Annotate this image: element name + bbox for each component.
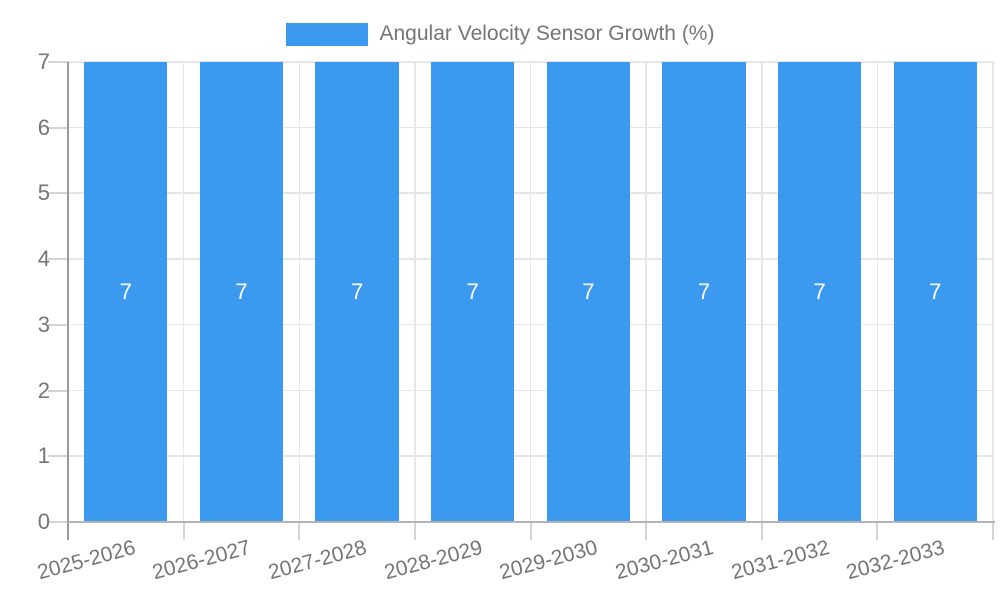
x-gridline: [414, 62, 416, 522]
x-axis-tick: [760, 522, 763, 540]
y-axis-tick-label: 1: [37, 443, 50, 469]
y-axis-line: [67, 62, 69, 540]
bar[interactable]: [199, 62, 284, 522]
x-gridline: [876, 62, 879, 522]
bar[interactable]: [315, 62, 399, 522]
legend-label: Angular Velocity Sensor Growth (%): [379, 22, 715, 45]
y-axis-tick-label: 3: [37, 311, 50, 337]
y-axis-tick-label: 6: [37, 114, 50, 140]
x-axis-tick: [413, 522, 416, 540]
bar-value-label: 7: [929, 279, 942, 304]
legend-swatch-icon: [285, 22, 368, 46]
x-gridline: [529, 62, 532, 522]
bar[interactable]: [546, 62, 630, 522]
bar-value-label: 7: [119, 279, 132, 304]
y-axis-tick-label: 0: [37, 509, 50, 534]
x-axis-tick: [182, 522, 185, 540]
y-axis-tick: [48, 192, 68, 195]
x-gridline: [992, 62, 994, 522]
y-axis-tick: [48, 323, 68, 326]
y-axis-tick-label: 5: [37, 180, 50, 206]
y-axis-tick: [48, 61, 68, 63]
y-axis-tick-label: 7: [37, 49, 50, 74]
legend[interactable]: Angular Velocity Sensor Growth (%): [0, 22, 1000, 46]
x-axis-tick: [298, 522, 301, 540]
y-axis-tick: [48, 126, 68, 129]
y-axis-tick: [48, 521, 68, 523]
bar-value-label: 7: [582, 279, 595, 304]
bar[interactable]: [84, 62, 168, 522]
x-axis-line: [68, 521, 995, 523]
x-gridline: [298, 62, 300, 522]
x-axis-tick: [992, 522, 994, 540]
bar-value-label: 7: [466, 279, 479, 304]
y-axis-tick-label: 2: [37, 377, 50, 403]
bar[interactable]: [777, 62, 862, 522]
bar-value-label: 7: [350, 279, 364, 304]
x-gridline: [645, 62, 647, 522]
bar[interactable]: [431, 62, 515, 522]
x-axis-tick: [645, 522, 648, 540]
x-axis-tick: [529, 522, 532, 540]
y-axis-tick: [48, 389, 68, 392]
x-gridline: [761, 62, 763, 522]
bar-value-label: 7: [235, 279, 248, 304]
bar[interactable]: [893, 62, 977, 522]
bar[interactable]: [662, 62, 746, 522]
bar-value-label: 7: [697, 279, 711, 304]
y-axis-tick: [48, 258, 68, 261]
y-axis-tick-label: 4: [37, 246, 50, 272]
y-gridline: [68, 61, 993, 63]
y-axis-tick: [48, 455, 68, 458]
x-axis-tick: [876, 522, 879, 540]
bar-value-label: 7: [813, 279, 826, 304]
x-gridline: [182, 62, 185, 522]
